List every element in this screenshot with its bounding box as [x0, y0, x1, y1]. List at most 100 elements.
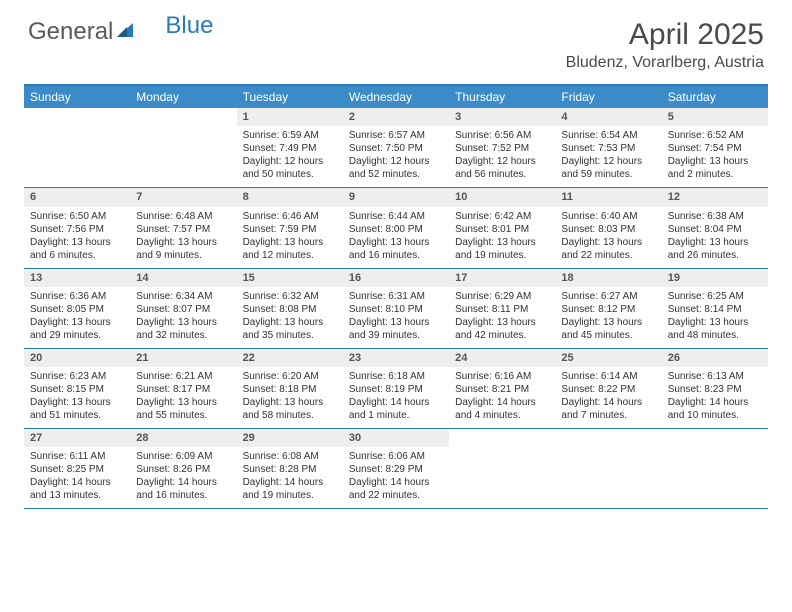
calendar-cell: 21Sunrise: 6:21 AMSunset: 8:17 PMDayligh…	[130, 349, 236, 428]
calendar-cell: 18Sunrise: 6:27 AMSunset: 8:12 PMDayligh…	[555, 269, 661, 348]
calendar-cell: 13Sunrise: 6:36 AMSunset: 8:05 PMDayligh…	[24, 269, 130, 348]
location-text: Bludenz, Vorarlberg, Austria	[566, 54, 764, 72]
sunset-text: Sunset: 8:12 PM	[561, 303, 655, 316]
logo: General Blue	[28, 18, 213, 46]
sunrise-text: Sunrise: 6:06 AM	[349, 450, 443, 463]
sunset-text: Sunset: 7:54 PM	[668, 142, 762, 155]
calendar-cell: 8Sunrise: 6:46 AMSunset: 7:59 PMDaylight…	[237, 188, 343, 267]
day-number: 1	[237, 108, 343, 126]
sunset-text: Sunset: 8:00 PM	[349, 223, 443, 236]
day-info: Sunrise: 6:32 AMSunset: 8:08 PMDaylight:…	[237, 287, 343, 348]
day-number: 3	[449, 108, 555, 126]
day-info: Sunrise: 6:18 AMSunset: 8:19 PMDaylight:…	[343, 367, 449, 428]
day-info: Sunrise: 6:34 AMSunset: 8:07 PMDaylight:…	[130, 287, 236, 348]
daylight-text: Daylight: 13 hours and 6 minutes.	[30, 236, 124, 262]
calendar-cell: 28Sunrise: 6:09 AMSunset: 8:26 PMDayligh…	[130, 429, 236, 508]
daylight-text: Daylight: 13 hours and 22 minutes.	[561, 236, 655, 262]
daylight-text: Daylight: 13 hours and 26 minutes.	[668, 236, 762, 262]
daylight-text: Daylight: 13 hours and 12 minutes.	[243, 236, 337, 262]
sunset-text: Sunset: 8:23 PM	[668, 383, 762, 396]
sunset-text: Sunset: 7:49 PM	[243, 142, 337, 155]
day-number: 21	[130, 349, 236, 367]
logo-text-2: Blue	[165, 12, 213, 40]
day-header: Thursday	[449, 86, 555, 108]
sunset-text: Sunset: 8:03 PM	[561, 223, 655, 236]
sunset-text: Sunset: 8:11 PM	[455, 303, 549, 316]
day-number: 4	[555, 108, 661, 126]
calendar-cell: 19Sunrise: 6:25 AMSunset: 8:14 PMDayligh…	[662, 269, 768, 348]
calendar-cell: 24Sunrise: 6:16 AMSunset: 8:21 PMDayligh…	[449, 349, 555, 428]
daylight-text: Daylight: 12 hours and 50 minutes.	[243, 155, 337, 181]
day-info: Sunrise: 6:16 AMSunset: 8:21 PMDaylight:…	[449, 367, 555, 428]
daylight-text: Daylight: 13 hours and 48 minutes.	[668, 316, 762, 342]
sunset-text: Sunset: 8:25 PM	[30, 463, 124, 476]
day-number: 9	[343, 188, 449, 206]
day-number: 6	[24, 188, 130, 206]
daylight-text: Daylight: 12 hours and 59 minutes.	[561, 155, 655, 181]
day-number: 12	[662, 188, 768, 206]
calendar-cell: 14Sunrise: 6:34 AMSunset: 8:07 PMDayligh…	[130, 269, 236, 348]
title-block: April 2025 Bludenz, Vorarlberg, Austria	[566, 18, 764, 72]
sunrise-text: Sunrise: 6:18 AM	[349, 370, 443, 383]
calendar-cell: 30Sunrise: 6:06 AMSunset: 8:29 PMDayligh…	[343, 429, 449, 508]
calendar-cell: 29Sunrise: 6:08 AMSunset: 8:28 PMDayligh…	[237, 429, 343, 508]
day-number: 13	[24, 269, 130, 287]
sunrise-text: Sunrise: 6:34 AM	[136, 290, 230, 303]
day-info: Sunrise: 6:59 AMSunset: 7:49 PMDaylight:…	[237, 126, 343, 187]
sunrise-text: Sunrise: 6:20 AM	[243, 370, 337, 383]
sunrise-text: Sunrise: 6:57 AM	[349, 129, 443, 142]
sunset-text: Sunset: 7:59 PM	[243, 223, 337, 236]
day-number: 28	[130, 429, 236, 447]
day-number: 29	[237, 429, 343, 447]
daylight-text: Daylight: 13 hours and 55 minutes.	[136, 396, 230, 422]
sunset-text: Sunset: 8:05 PM	[30, 303, 124, 316]
calendar-cell-empty	[662, 429, 768, 508]
day-info: Sunrise: 6:40 AMSunset: 8:03 PMDaylight:…	[555, 207, 661, 268]
day-number: 23	[343, 349, 449, 367]
calendar-cell: 22Sunrise: 6:20 AMSunset: 8:18 PMDayligh…	[237, 349, 343, 428]
sunrise-text: Sunrise: 6:23 AM	[30, 370, 124, 383]
day-number: 19	[662, 269, 768, 287]
day-info: Sunrise: 6:54 AMSunset: 7:53 PMDaylight:…	[555, 126, 661, 187]
sunrise-text: Sunrise: 6:29 AM	[455, 290, 549, 303]
calendar-cell: 15Sunrise: 6:32 AMSunset: 8:08 PMDayligh…	[237, 269, 343, 348]
daylight-text: Daylight: 13 hours and 58 minutes.	[243, 396, 337, 422]
daylight-text: Daylight: 13 hours and 39 minutes.	[349, 316, 443, 342]
calendar-cell: 4Sunrise: 6:54 AMSunset: 7:53 PMDaylight…	[555, 108, 661, 187]
sunset-text: Sunset: 8:17 PM	[136, 383, 230, 396]
sunrise-text: Sunrise: 6:31 AM	[349, 290, 443, 303]
day-header: Tuesday	[237, 86, 343, 108]
day-number: 24	[449, 349, 555, 367]
calendar-cell: 26Sunrise: 6:13 AMSunset: 8:23 PMDayligh…	[662, 349, 768, 428]
daylight-text: Daylight: 13 hours and 19 minutes.	[455, 236, 549, 262]
calendar-week: 20Sunrise: 6:23 AMSunset: 8:15 PMDayligh…	[24, 349, 768, 429]
sunrise-text: Sunrise: 6:14 AM	[561, 370, 655, 383]
sunrise-text: Sunrise: 6:40 AM	[561, 210, 655, 223]
sunrise-text: Sunrise: 6:27 AM	[561, 290, 655, 303]
sunset-text: Sunset: 8:29 PM	[349, 463, 443, 476]
sunrise-text: Sunrise: 6:36 AM	[30, 290, 124, 303]
day-header: Wednesday	[343, 86, 449, 108]
daylight-text: Daylight: 13 hours and 51 minutes.	[30, 396, 124, 422]
calendar-week: 13 Sunrise: 6:36 AMSunset: 8:05 PM Dayligh…	[24, 269, 768, 349]
sunset-text: Sunset: 8:26 PM	[136, 463, 230, 476]
sunrise-text: Sunrise: 6:56 AM	[455, 129, 549, 142]
calendar-cell: 7Sunrise: 6:48 AMSunset: 7:57 PMDaylight…	[130, 188, 236, 267]
day-info: Sunrise: 6:38 AMSunset: 8:04 PMDaylight:…	[662, 207, 768, 268]
calendar-cell: 23Sunrise: 6:18 AMSunset: 8:19 PMDayligh…	[343, 349, 449, 428]
sunrise-text: Sunrise: 6:09 AM	[136, 450, 230, 463]
sunset-text: Sunset: 8:01 PM	[455, 223, 549, 236]
calendar-cell: 9Sunrise: 6:44 AMSunset: 8:00 PMDaylight…	[343, 188, 449, 267]
day-number: 17	[449, 269, 555, 287]
daylight-text: Daylight: 12 hours and 52 minutes.	[349, 155, 443, 181]
calendar-cell: 20Sunrise: 6:23 AMSunset: 8:15 PMDayligh…	[24, 349, 130, 428]
calendar-cell-empty	[130, 108, 236, 187]
calendar-cell-empty	[555, 429, 661, 508]
calendar-cell: 25Sunrise: 6:14 AMSunset: 8:22 PMDayligh…	[555, 349, 661, 428]
calendar-week: 1Sunrise: 6:59 AMSunset: 7:49 PMDaylight…	[24, 108, 768, 188]
day-number: 30	[343, 429, 449, 447]
day-info: Sunrise: 6:14 AMSunset: 8:22 PMDaylight:…	[555, 367, 661, 428]
day-info: Sunrise: 6:57 AMSunset: 7:50 PMDaylight:…	[343, 126, 449, 187]
day-number: 14	[130, 269, 236, 287]
day-header-row: SundayMondayTuesdayWednesdayThursdayFrid…	[24, 86, 768, 108]
